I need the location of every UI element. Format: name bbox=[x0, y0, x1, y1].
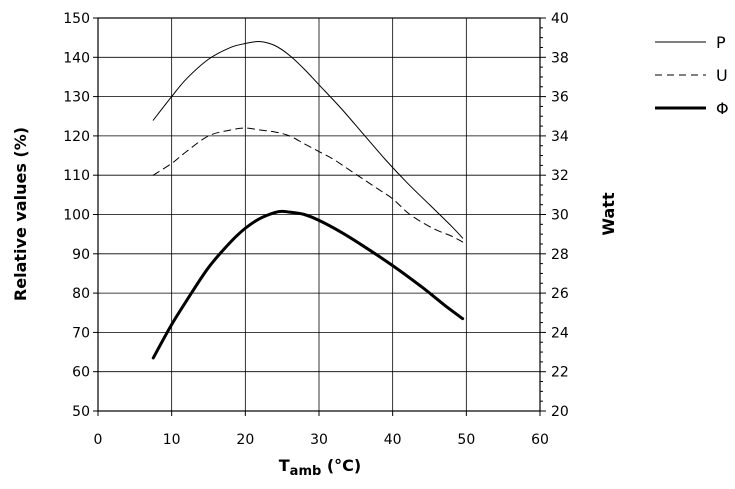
y-left-tick-label: 100 bbox=[63, 208, 90, 224]
y-axis-left-title: Relative values (%) bbox=[11, 127, 30, 301]
legend-label: U bbox=[716, 66, 728, 85]
series-phi-line bbox=[151, 209, 465, 360]
y-right-tick-label: 28 bbox=[551, 247, 569, 263]
x-axis-title: Tamb (°C) bbox=[279, 456, 361, 479]
left-axis-ticks: 50 60 70 80 90 100 110 120 130 140 150 bbox=[63, 11, 98, 420]
y-left-tick-label: 140 bbox=[63, 50, 90, 66]
x-tick-label: 40 bbox=[384, 432, 402, 448]
y-right-tick-label: 24 bbox=[551, 325, 569, 341]
y-left-tick-label: 90 bbox=[72, 247, 90, 263]
x-tick-label: 20 bbox=[236, 432, 254, 448]
x-tick-label: 10 bbox=[163, 432, 181, 448]
y-right-tick-label: 32 bbox=[551, 168, 569, 184]
y-right-tick-label: 26 bbox=[551, 286, 569, 302]
y-left-tick-label: 70 bbox=[72, 325, 90, 341]
legend-item-phi: Φ bbox=[655, 99, 729, 118]
y-right-tick-label: 30 bbox=[551, 208, 569, 224]
legend-item-u: U bbox=[655, 66, 728, 85]
y-right-tick-label: 36 bbox=[551, 90, 569, 106]
series-layer bbox=[151, 41, 465, 360]
y-right-tick-label: 22 bbox=[551, 365, 569, 381]
y-right-tick-label: 40 bbox=[551, 11, 569, 27]
x-tick-label: 50 bbox=[457, 432, 475, 448]
x-axis-ticks: 0 10 20 30 40 50 60 bbox=[94, 411, 549, 448]
right-axis-ticks: 20 22 24 26 28 30 32 34 36 38 40 bbox=[540, 11, 569, 420]
x-axis-title-unit: (°C) bbox=[321, 456, 361, 475]
y-right-tick-label: 20 bbox=[551, 404, 569, 420]
y-left-tick-label: 120 bbox=[63, 129, 90, 145]
y-left-tick-label: 110 bbox=[63, 168, 90, 184]
legend-label: Φ bbox=[716, 99, 729, 118]
x-axis-title-main: T bbox=[279, 456, 290, 475]
y-left-tick-label: 150 bbox=[63, 11, 90, 27]
series-p-line bbox=[152, 41, 464, 239]
x-tick-label: 30 bbox=[310, 432, 328, 448]
x-tick-label: 60 bbox=[531, 432, 549, 448]
legend-item-p: P bbox=[655, 33, 726, 52]
x-tick-label: 0 bbox=[94, 432, 103, 448]
legend: PUΦ bbox=[655, 33, 729, 118]
grid-lines bbox=[98, 18, 540, 411]
series-u-line bbox=[152, 127, 464, 243]
y-left-tick-label: 80 bbox=[72, 286, 90, 302]
y-left-tick-label: 50 bbox=[72, 404, 90, 420]
y-left-tick-label: 60 bbox=[72, 365, 90, 381]
y-right-tick-label: 38 bbox=[551, 50, 569, 66]
x-axis-title-subscript: amb bbox=[290, 464, 322, 479]
y-left-tick-label: 130 bbox=[63, 90, 90, 106]
y-axis-right-title: Watt bbox=[599, 192, 618, 236]
y-right-tick-label: 34 bbox=[551, 129, 569, 145]
legend-label: P bbox=[716, 33, 726, 52]
